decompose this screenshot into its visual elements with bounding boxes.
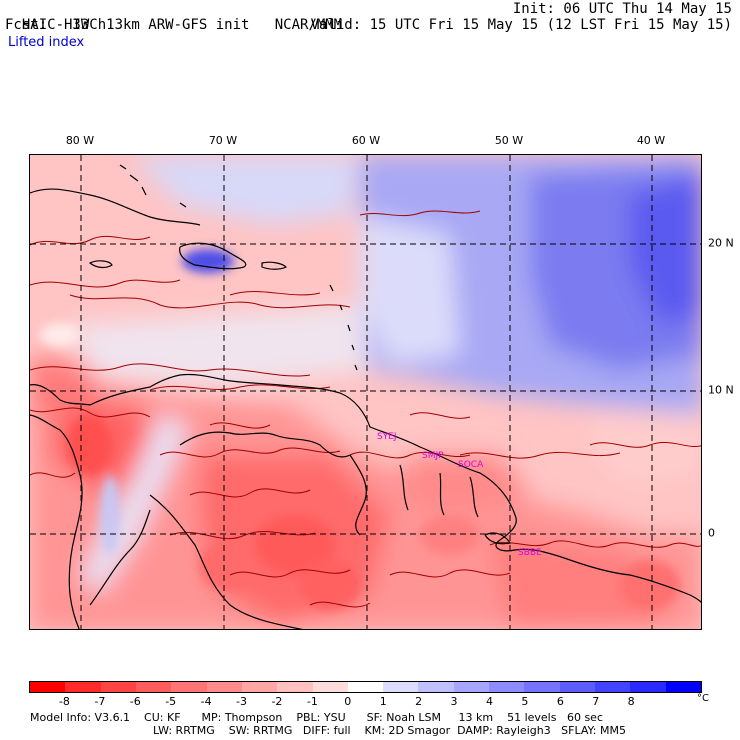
colorbar-cell — [665, 682, 701, 692]
contour-lines — [30, 210, 701, 608]
colorbar-tick-label: 2 — [415, 695, 423, 708]
lon-label-70w: 70 W — [208, 134, 238, 147]
colorbar-tick-label: -6 — [129, 695, 141, 708]
colorbar-tick-label: 7 — [592, 695, 600, 708]
model-title: HAIC-HIWC 13km ARW-GFS init NCAR/MMM — [5, 1, 342, 33]
colorbar-cell — [312, 682, 348, 692]
colorbar-tick-label: -8 — [58, 695, 70, 708]
colorbar-cell — [65, 682, 101, 692]
colorbar-cell — [135, 682, 172, 692]
colorbar-cell — [489, 682, 525, 692]
lon-label-40w: 40 W — [636, 134, 666, 147]
colorbar-tick-label: 3 — [450, 695, 458, 708]
coastlines — [30, 164, 701, 629]
map-panel[interactable] — [29, 154, 702, 630]
colorbar-tick-label: 5 — [521, 695, 529, 708]
colorbar-tick-label: 6 — [556, 695, 564, 708]
forecast-hour: Fcst: 33 h — [5, 17, 107, 33]
grid-lines — [30, 155, 701, 629]
colorbar — [29, 681, 702, 693]
field-name: Lifted index — [8, 35, 85, 50]
colorbar-cell — [241, 682, 278, 692]
colorbar-cell — [453, 682, 490, 692]
colorbar-tick-label: -1 — [306, 695, 318, 708]
valid-time: Valid: 15 UTC Fri 15 May 15 (12 LST Fri … — [310, 17, 732, 33]
station-sbbe: SBBE — [518, 548, 542, 558]
lat-label-0: 0 — [708, 526, 715, 540]
colorbar-cell — [559, 682, 595, 692]
lifted-index-map — [30, 155, 701, 629]
field-detail — [40, 249, 680, 610]
colorbar-cell — [206, 682, 242, 692]
colorbar-cell — [171, 682, 207, 692]
colorbar-tick-label: -7 — [94, 695, 106, 708]
station-syej: SYEJ — [377, 432, 397, 442]
lon-label-60w: 60 W — [351, 134, 381, 147]
colorbar-tick-label: -4 — [200, 695, 212, 708]
colorbar-cell — [630, 682, 666, 692]
colorbar-tick-label: -5 — [165, 695, 177, 708]
model-name: HAIC-HIWC 13km ARW-GFS init — [21, 17, 250, 33]
colorbar-tick-label: -2 — [271, 695, 283, 708]
colorbar-unit: °C — [697, 693, 709, 704]
lon-label-80w: 80 W — [65, 134, 95, 147]
init-time: Init: 06 UTC Thu 14 May 15 — [512, 1, 732, 17]
lat-label-20n: 20 N — [708, 236, 734, 250]
station-smjp: SMJP — [422, 451, 444, 461]
colorbar-cell — [347, 682, 384, 692]
model-info-line1: Model Info: V3.6.1 CU: KF MP: Thompson P… — [30, 711, 603, 724]
colorbar-tick-label: 8 — [627, 695, 635, 708]
colorbar-cell — [30, 682, 66, 692]
colorbar-tick-label: -3 — [236, 695, 247, 708]
colorbar-cell — [100, 682, 136, 692]
colorbar-cell — [418, 682, 454, 692]
colorbar-cell — [524, 682, 560, 692]
model-info-line2: LW: RRTMG SW: RRTMG DIFF: full KM: 2D Sm… — [153, 724, 626, 737]
lon-label-50w: 50 W — [494, 134, 524, 147]
lat-label-10n: 10 N — [708, 383, 734, 397]
colorbar-cell — [595, 682, 631, 692]
colorbar-cell — [383, 682, 419, 692]
colorbar-cell — [277, 682, 313, 692]
station-soca: SOCA — [458, 460, 484, 470]
colorbar-tick-label: 4 — [485, 695, 493, 708]
colorbar-tick-label: 0 — [344, 695, 352, 708]
organization: NCAR/MMM — [274, 17, 343, 33]
colorbar-tick-label: 1 — [379, 695, 387, 708]
